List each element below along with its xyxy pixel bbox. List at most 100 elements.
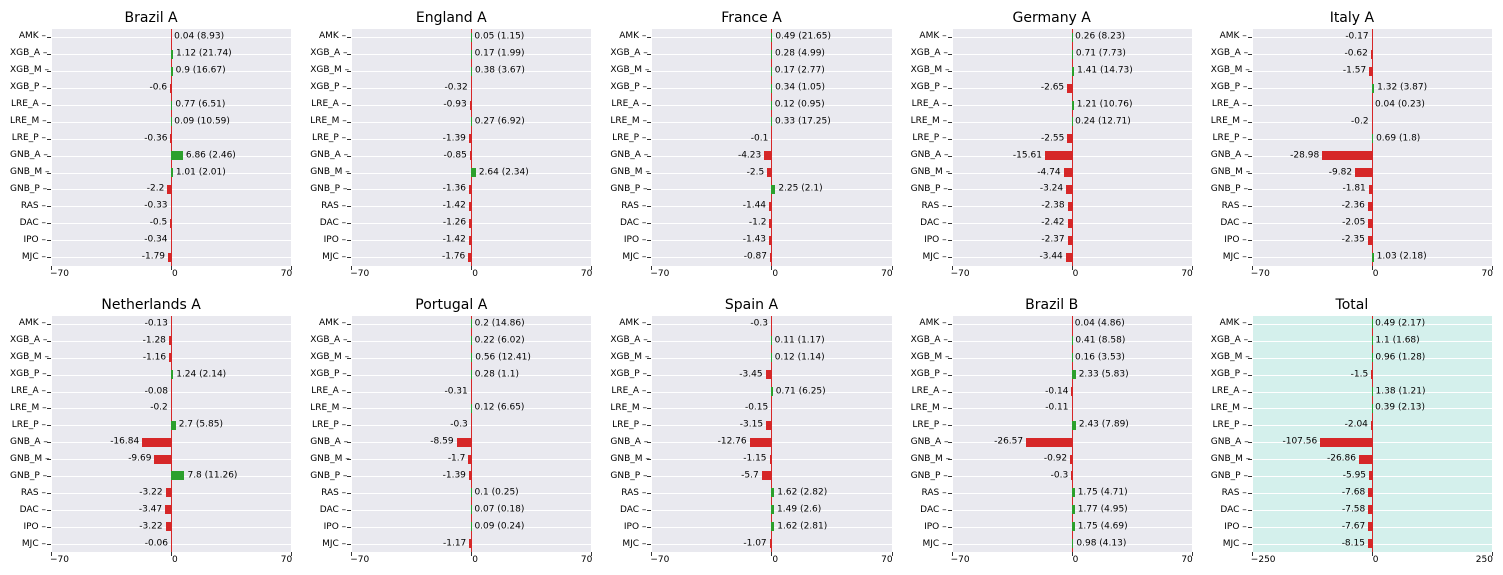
y-tick-label: MJC – [10,540,46,549]
bar [171,236,172,245]
chart-panel: Netherlands AAMK –XGB_A –XGB_M –XGB_P –L… [10,297,292,566]
y-tick-label: GNB_A – [610,151,646,160]
zero-line [1372,316,1373,553]
y-tick-label: IPO – [10,523,46,532]
value-label: -2.04 [1345,421,1368,430]
panel-title: Spain A [610,297,892,313]
value-label: -2.55 [1041,134,1064,143]
value-label: -0.13 [145,319,168,328]
y-tick-label: XGB_P – [610,83,646,92]
bar [1372,387,1373,396]
y-tick-label: IPO – [10,236,46,245]
panel-title: Total [1211,297,1493,313]
y-tick-label: GNB_A – [911,438,947,447]
plot-wrap: AMK –XGB_A –XGB_M –XGB_P –LRE_A –LRE_M –… [911,315,1193,554]
x-tick-label: −70 [50,269,69,279]
bar [169,336,171,345]
y-tick-label: XGB_A – [1211,49,1247,58]
y-tick-label: AMK – [1211,319,1247,328]
bar [1066,185,1072,194]
x-tick-label: 70 [581,555,592,565]
bar [469,471,471,480]
value-label: 0.28 (4.99) [775,50,825,59]
y-tick-label: AMK – [1211,32,1247,41]
x-axis-ticks: −70070 [350,555,592,565]
value-label: 0.12 (0.95) [775,101,825,110]
bar [1368,505,1372,514]
value-label: -0.5 [150,219,168,228]
x-tick-label: 70 [1181,555,1192,565]
y-tick-label: AMK – [10,32,46,41]
bar [1371,421,1372,430]
bar [1068,219,1072,228]
bar [1368,202,1372,211]
y-tick-label: GNB_P – [310,185,346,194]
y-tick-label: GNB_M – [10,168,46,177]
chart-panel: Brazil AAMK –XGB_A –XGB_M –XGB_P –LRE_A … [10,10,292,279]
value-label: -1.07 [743,539,766,548]
value-label: -15.61 [1013,151,1042,160]
plot-area: 0.26 (8.23)0.71 (7.73)1.41 (14.73)-2.651… [951,28,1193,267]
y-tick-label: LRE_A – [10,387,46,396]
value-label: -28.98 [1290,151,1319,160]
value-label: -1.28 [143,336,166,345]
x-axis-ticks: −70070 [50,555,292,565]
bar [771,33,772,42]
x-tick-label: 70 [881,269,892,279]
y-tick-label: XGB_M – [610,66,646,75]
value-label: -0.06 [145,539,168,548]
bar [1359,455,1372,464]
bar [469,236,471,245]
y-tick-label: GNB_M – [610,168,646,177]
y-tick-label: LRE_A – [10,100,46,109]
value-label: -2.36 [1342,202,1365,211]
y-tick-label: LRE_P – [610,421,646,430]
bar [470,101,472,110]
bar [1072,421,1076,430]
plot-area: -0.13-1.28-1.161.24 (2.14)-0.08-0.22.7 (… [50,315,292,554]
y-tick-label: XGB_M – [310,353,346,362]
value-label: 0.22 (6.02) [475,336,525,345]
y-tick-label: GNB_M – [310,168,346,177]
y-tick-label: XGB_A – [911,336,947,345]
value-label: 0.04 (8.93) [174,33,224,42]
value-label: -9.69 [128,455,151,464]
value-label: 0.05 (1.15) [474,33,524,42]
value-label: 0.49 (2.17) [1375,319,1425,328]
x-tick-label: 0 [772,269,778,279]
bar [1372,134,1373,143]
y-tick-label: XGB_P – [1211,370,1247,379]
y-tick-label: GNB_P – [911,472,947,481]
zero-line [1372,29,1373,266]
y-tick-label: IPO – [1211,236,1247,245]
bar [771,84,772,93]
zero-line [771,29,772,266]
x-tick-label: −70 [650,269,669,279]
value-label: -3.22 [139,488,162,497]
y-tick-label: GNB_A – [911,151,947,160]
y-tick-label: MJC – [911,253,947,262]
bar [170,134,171,143]
bar [1067,84,1072,93]
y-tick-label: XGB_P – [610,370,646,379]
y-tick-label: RAS – [310,489,346,498]
x-tick-label: −250 [1251,555,1276,565]
value-label: 0.1 (0.25) [474,488,518,497]
value-label: -4.23 [738,151,761,160]
y-tick-label: LRE_M – [911,117,947,126]
value-label: 1.75 (4.71) [1078,488,1128,497]
plot-area: -0.30.11 (1.17)0.12 (1.14)-3.450.71 (6.2… [650,315,892,554]
x-tick-label: 0 [1073,269,1079,279]
y-tick-label: DAC – [310,219,346,228]
value-label: 1.03 (2.18) [1377,253,1427,262]
y-tick-label: RAS – [911,489,947,498]
plot-area: 0.2 (14.86)0.22 (6.02)0.56 (12.41)0.28 (… [350,315,592,554]
value-label: -12.76 [718,438,747,447]
bar [169,353,171,362]
y-tick-label: XGB_P – [911,83,947,92]
y-axis-labels: AMK –XGB_A –XGB_M –XGB_P –LRE_A –LRE_M –… [310,28,350,267]
value-label: -0.3 [750,319,768,328]
bar [171,151,183,160]
plot-wrap: AMK –XGB_A –XGB_M –XGB_P –LRE_A –LRE_M –… [10,28,292,267]
bar [1368,539,1372,548]
